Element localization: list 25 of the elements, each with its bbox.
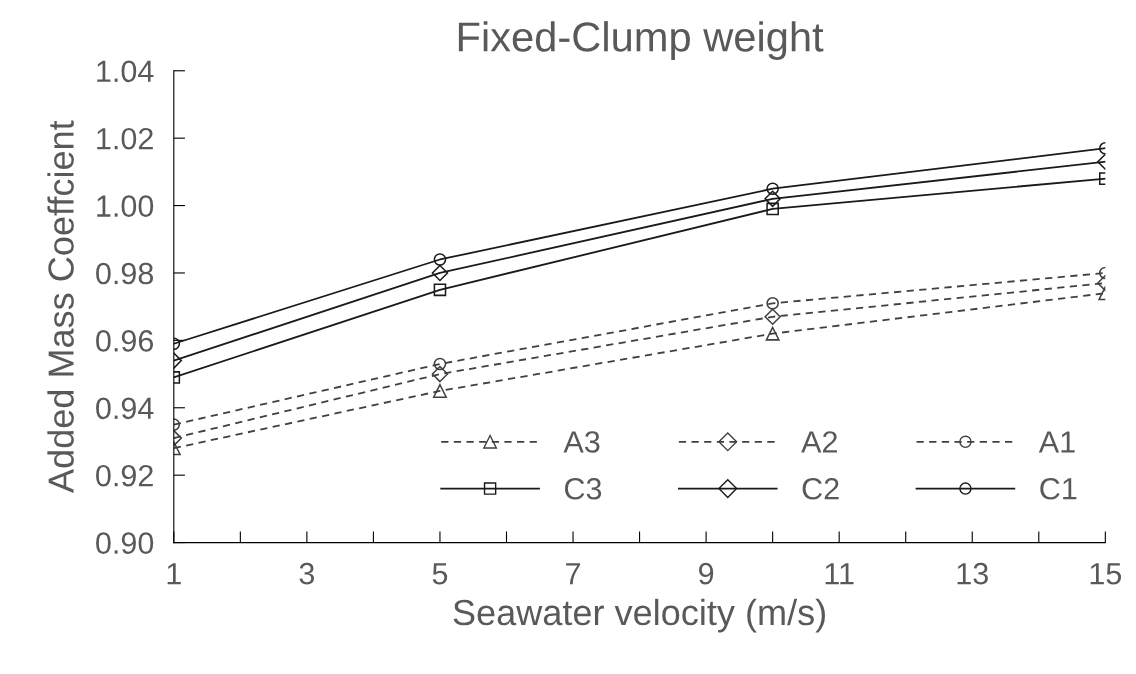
x-axis-title: Seawater velocity (m/s)	[453, 598, 825, 633]
x-tick-label: 7	[566, 563, 580, 585]
y-tick-label: 1.00	[97, 195, 154, 217]
x-tick-label: 9	[699, 562, 714, 585]
y-tick-label: 0.94	[96, 397, 154, 420]
chart-title: Fixed-Clump weight	[458, 21, 824, 60]
x-tick-label: 1	[167, 563, 181, 585]
legend-label: C2	[802, 477, 839, 500]
x-tick-label: 5	[432, 563, 448, 585]
legend-label: A3	[563, 431, 600, 453]
y-tick-label: 1.04	[97, 60, 154, 83]
legend-label: C3	[564, 477, 602, 500]
x-tick-label: 13	[957, 562, 988, 585]
legend-label: C1	[1040, 477, 1077, 500]
x-tick-label: 15	[1090, 563, 1122, 585]
legend-label: A2	[801, 431, 837, 453]
y-axis-title: Added Mass Coeffcient	[47, 120, 74, 493]
y-tick-label: 0.96	[96, 330, 154, 352]
y-tick-label: 0.92	[96, 464, 153, 487]
x-tick-label: 3	[299, 562, 315, 585]
x-tick-label: 11	[825, 563, 854, 585]
y-tick-label: 0.98	[96, 262, 154, 285]
legend-label: A1	[1038, 431, 1075, 453]
y-tick-label: 0.90	[96, 532, 154, 554]
y-tick-label: 1.02	[97, 127, 153, 150]
